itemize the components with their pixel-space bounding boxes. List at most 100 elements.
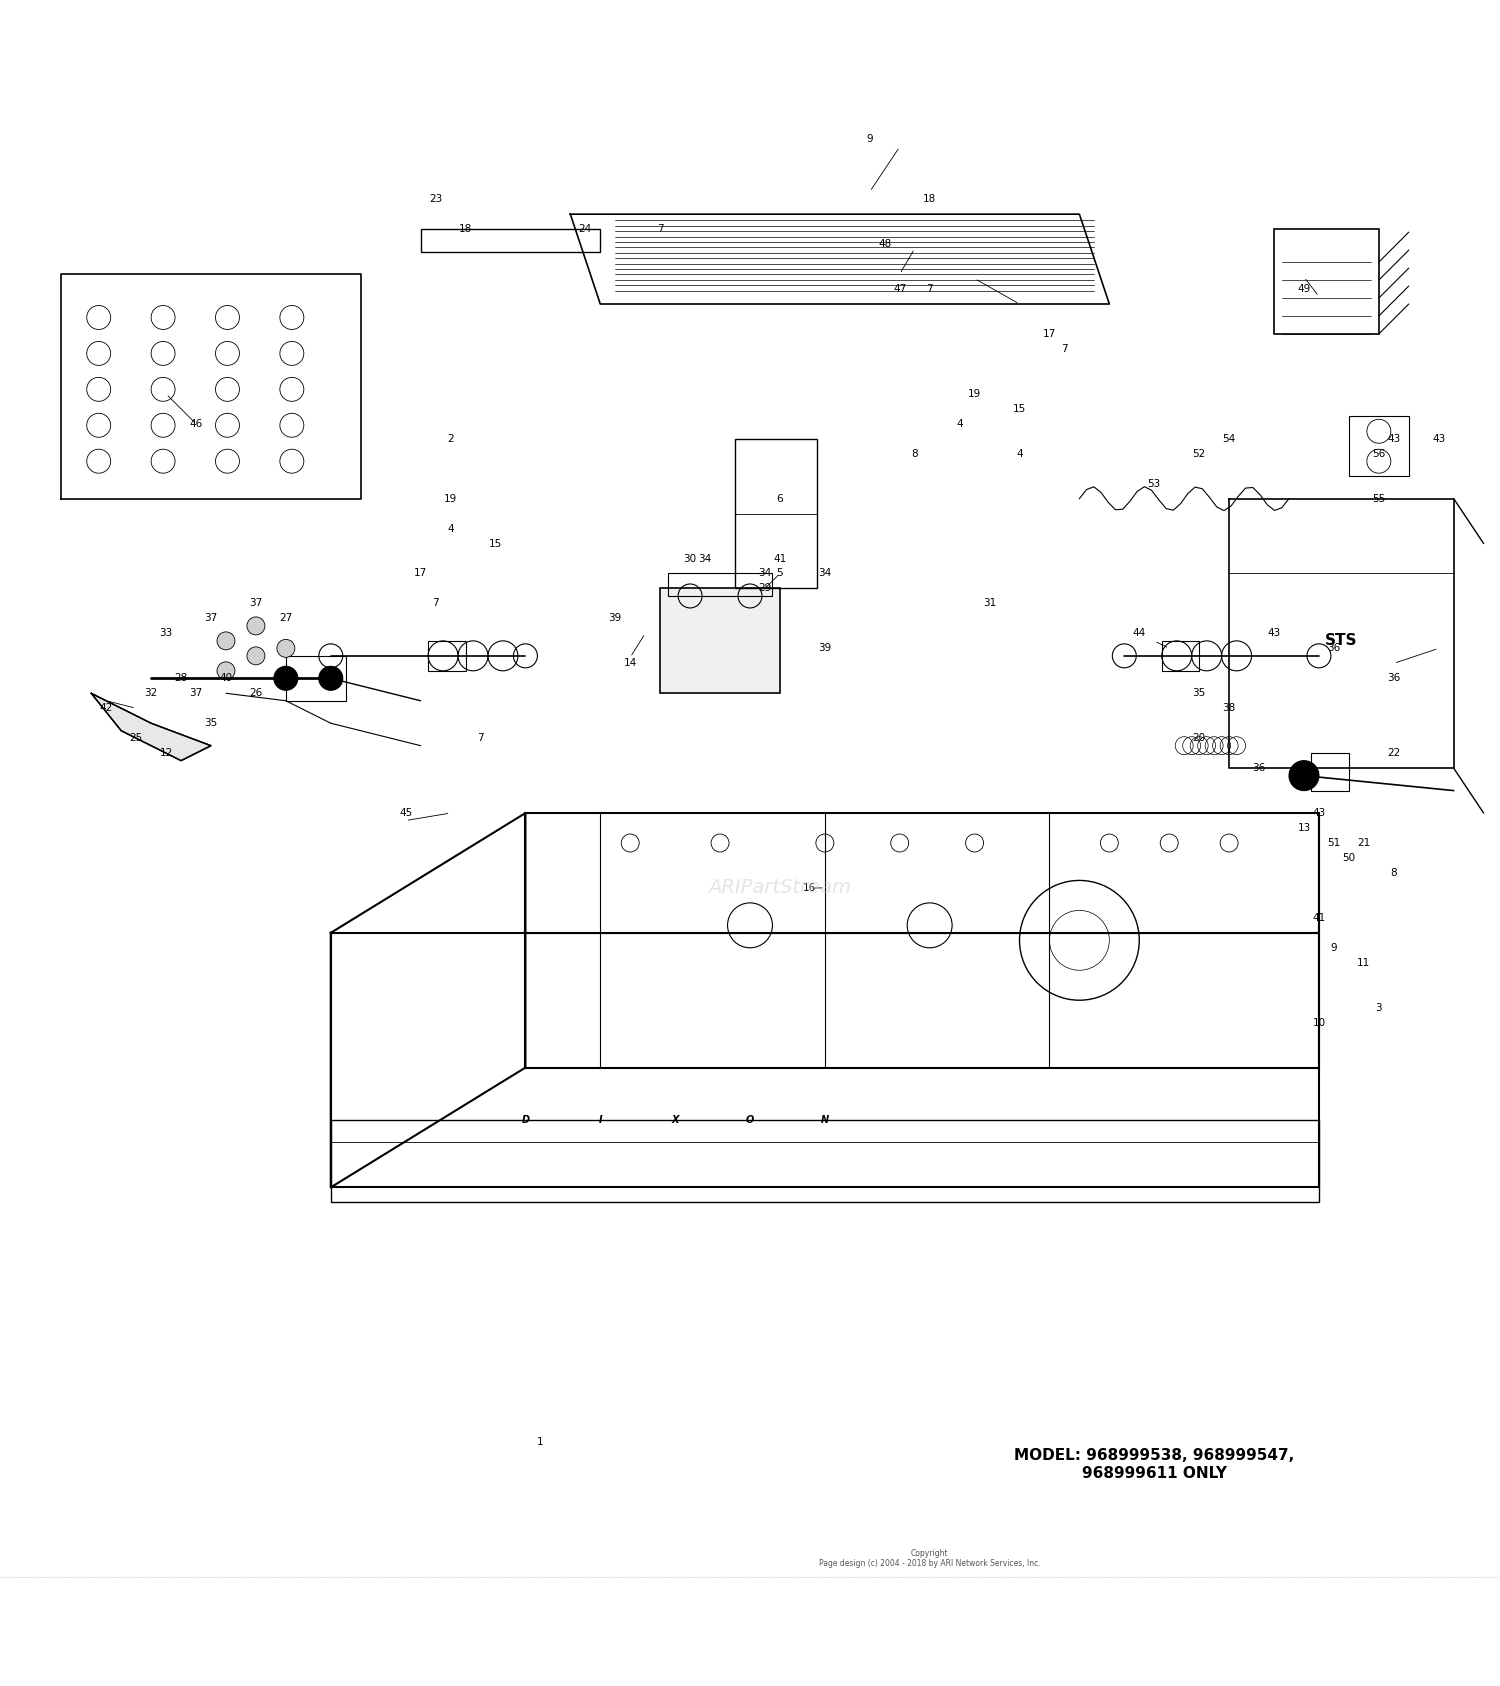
Circle shape: [248, 647, 266, 664]
Circle shape: [278, 639, 296, 658]
Text: ARIPartStream: ARIPartStream: [708, 878, 852, 897]
Bar: [735, 438, 818, 588]
Text: 7: 7: [1060, 344, 1068, 354]
Text: 38: 38: [1222, 703, 1236, 713]
Circle shape: [1288, 760, 1318, 791]
Text: 28: 28: [174, 673, 188, 683]
Text: 55: 55: [1372, 494, 1386, 504]
Text: 18: 18: [922, 194, 936, 204]
Text: 23: 23: [429, 194, 442, 204]
Text: 19: 19: [968, 389, 981, 400]
Bar: [1311, 754, 1348, 791]
Text: 22: 22: [1388, 749, 1401, 759]
Bar: [1161, 641, 1198, 671]
Text: 15: 15: [1013, 405, 1026, 413]
Text: 32: 32: [144, 688, 158, 698]
Text: 17: 17: [1042, 329, 1056, 339]
Text: 9: 9: [1330, 942, 1336, 953]
Text: 53: 53: [1148, 479, 1161, 489]
Text: 54: 54: [1222, 433, 1236, 443]
Text: O: O: [746, 1114, 754, 1125]
Text: 7: 7: [477, 733, 484, 744]
Bar: [1348, 416, 1408, 475]
Text: 5: 5: [777, 568, 783, 578]
Text: 4: 4: [447, 524, 454, 533]
Text: 16: 16: [804, 883, 816, 894]
Text: 39: 39: [609, 614, 622, 624]
Text: 7: 7: [927, 283, 933, 293]
Text: 46: 46: [189, 418, 202, 428]
Text: MODEL: 968999538, 968999547,
968999611 ONLY: MODEL: 968999538, 968999547, 968999611 O…: [1014, 1448, 1294, 1480]
Text: 35: 35: [204, 718, 218, 728]
Text: 43: 43: [1388, 433, 1401, 443]
Text: 43: 43: [1268, 629, 1281, 639]
Text: Copyright
Page design (c) 2004 - 2018 by ARI Network Services, Inc.: Copyright Page design (c) 2004 - 2018 by…: [819, 1549, 1041, 1568]
Bar: [332, 1120, 1318, 1202]
Text: 42: 42: [99, 703, 112, 713]
Text: 40: 40: [219, 673, 232, 683]
Text: 8: 8: [912, 448, 918, 459]
Text: 41: 41: [774, 553, 786, 563]
Text: 2: 2: [447, 433, 454, 443]
Text: 39: 39: [818, 644, 831, 654]
Text: 48: 48: [878, 239, 891, 250]
Text: 36: 36: [1328, 644, 1341, 654]
Text: I: I: [598, 1114, 602, 1125]
Text: 27: 27: [279, 614, 292, 624]
Circle shape: [274, 666, 298, 690]
Text: 36: 36: [1388, 673, 1401, 683]
Text: 49: 49: [1298, 283, 1311, 293]
Text: 11: 11: [1358, 958, 1371, 968]
Text: 1: 1: [537, 1436, 543, 1447]
Text: 30: 30: [684, 553, 696, 563]
Text: 15: 15: [489, 538, 502, 548]
Text: STS: STS: [1324, 634, 1358, 649]
Text: 17: 17: [414, 568, 428, 578]
Circle shape: [217, 663, 236, 679]
Text: 31: 31: [982, 599, 996, 609]
Bar: [420, 229, 600, 251]
Bar: [1274, 229, 1378, 334]
Text: 13: 13: [1298, 823, 1311, 833]
Circle shape: [248, 617, 266, 636]
Text: 37: 37: [204, 614, 218, 624]
Text: 12: 12: [159, 749, 172, 759]
Text: 34: 34: [818, 568, 831, 578]
Text: 20: 20: [1192, 733, 1206, 744]
Text: 34: 34: [759, 568, 771, 578]
Text: N: N: [821, 1114, 830, 1125]
Text: D: D: [522, 1114, 530, 1125]
Text: 8: 8: [1390, 868, 1396, 878]
Text: 6: 6: [777, 494, 783, 504]
Circle shape: [320, 666, 344, 690]
Text: 37: 37: [249, 599, 262, 609]
Text: 36: 36: [1252, 764, 1266, 774]
Text: 37: 37: [189, 688, 202, 698]
Bar: [427, 641, 465, 671]
Text: 29: 29: [759, 583, 771, 593]
Bar: [660, 588, 780, 693]
Text: 7: 7: [432, 599, 439, 609]
Text: 10: 10: [1312, 1018, 1326, 1028]
Text: 33: 33: [159, 629, 172, 639]
Text: 4: 4: [1016, 448, 1023, 459]
Text: 3: 3: [1376, 1003, 1382, 1013]
Text: 21: 21: [1358, 838, 1371, 848]
Text: 47: 47: [892, 283, 906, 293]
Text: 43: 43: [1432, 433, 1446, 443]
Text: 7: 7: [657, 224, 663, 234]
Text: 18: 18: [459, 224, 472, 234]
Text: 34: 34: [699, 553, 711, 563]
Text: 45: 45: [399, 808, 412, 818]
Polygon shape: [92, 693, 212, 760]
Text: 25: 25: [129, 733, 142, 744]
Text: X: X: [672, 1114, 680, 1125]
Text: 51: 51: [1328, 838, 1341, 848]
Text: 26: 26: [249, 688, 262, 698]
Text: 56: 56: [1372, 448, 1386, 459]
Text: 24: 24: [579, 224, 592, 234]
Text: 9: 9: [867, 135, 873, 145]
Text: 44: 44: [1132, 629, 1146, 639]
Text: 14: 14: [624, 658, 638, 668]
Text: 50: 50: [1342, 853, 1356, 863]
